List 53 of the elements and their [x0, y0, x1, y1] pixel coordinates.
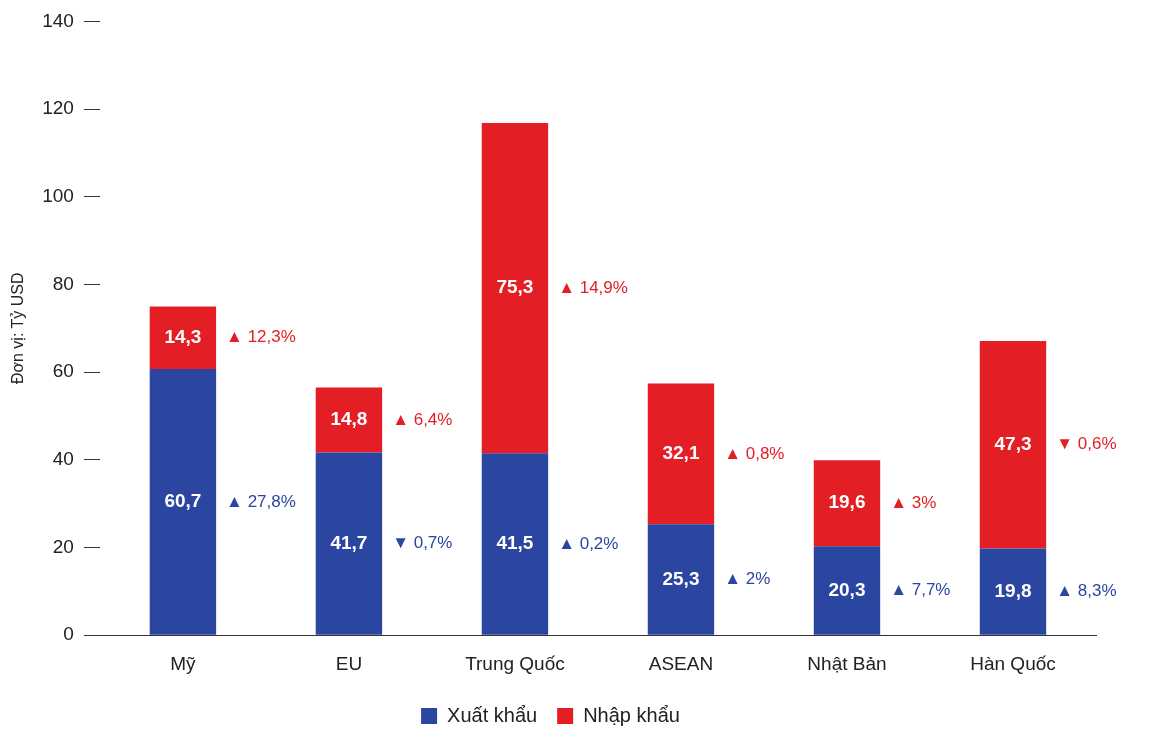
bar	[315, 452, 383, 635]
data-label: 32,1	[662, 442, 700, 464]
y-axis-title: Đơn vị: Tỷ USD	[9, 272, 27, 385]
x-tick-label: Trung Quốc	[465, 652, 565, 674]
x-tick-label: EU	[335, 652, 363, 674]
data-label: 60,7	[164, 490, 202, 512]
x-tick-label: ASEAN	[648, 652, 714, 674]
data-label: 25,3	[662, 567, 700, 589]
data-label: 41,5	[496, 532, 534, 554]
data-label: 75,3	[496, 276, 534, 298]
x-tick-label: Hàn Quốc	[970, 652, 1056, 674]
annotation: ▲ 0,2%	[558, 533, 619, 553]
bar	[647, 524, 715, 635]
y-tick-label: 60	[52, 360, 74, 382]
data-label: 14,8	[330, 408, 368, 430]
legend-label: Xuất khẩu	[447, 703, 538, 726]
y-tick-label: 120	[42, 97, 74, 119]
annotation: ▲ 6,4%	[392, 409, 453, 429]
bar	[149, 306, 217, 370]
bar	[647, 383, 715, 525]
bar	[315, 387, 383, 453]
x-tick-label: Nhật Bản	[807, 652, 887, 674]
y-tick-label: 20	[52, 535, 74, 557]
bar	[813, 460, 881, 547]
y-tick-label: 140	[42, 9, 74, 31]
annotation: ▲ 3%	[890, 492, 937, 512]
y-tick-label: 0	[63, 623, 74, 645]
annotation: ▼ 0,7%	[392, 533, 453, 553]
annotation: ▲ 14,9%	[558, 277, 628, 297]
data-label: 20,3	[828, 578, 866, 600]
y-tick-label: 80	[52, 272, 74, 294]
annotation: ▼ 0,6%	[1056, 434, 1117, 454]
annotation: ▲ 2%	[724, 569, 771, 589]
data-label: 19,8	[994, 579, 1032, 601]
bar	[481, 453, 549, 635]
y-tick-label: 100	[42, 185, 74, 207]
data-label: 19,6	[828, 491, 866, 513]
bar	[979, 341, 1047, 549]
x-tick-label: Mỹ	[170, 652, 197, 674]
annotation: ▲ 27,8%	[226, 491, 296, 511]
annotation: ▲ 7,7%	[890, 580, 951, 600]
bar	[149, 369, 217, 635]
y-tick-label: 40	[52, 448, 74, 470]
bar	[979, 548, 1047, 635]
data-label: 47,3	[994, 432, 1032, 454]
annotation: ▲ 12,3%	[226, 327, 296, 347]
annotation: ▲ 0,8%	[724, 443, 785, 463]
bar	[813, 546, 881, 635]
data-label: 41,7	[330, 531, 368, 553]
legend-label: Nhập khẩu	[583, 703, 680, 726]
data-label: 14,3	[164, 325, 202, 347]
annotation: ▲ 8,3%	[1056, 581, 1117, 601]
bar	[481, 123, 549, 454]
